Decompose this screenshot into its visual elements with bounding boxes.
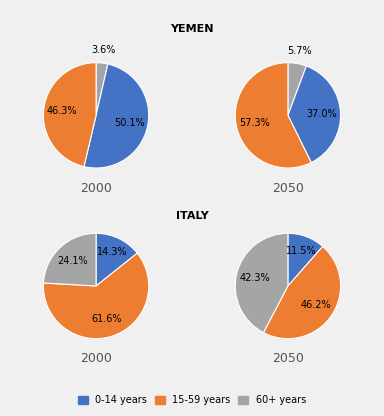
Text: 2050: 2050 xyxy=(272,352,304,365)
Text: 11.5%: 11.5% xyxy=(286,245,317,255)
Wedge shape xyxy=(288,66,341,163)
Text: 46.3%: 46.3% xyxy=(47,106,77,116)
Text: 14.3%: 14.3% xyxy=(97,247,128,257)
Wedge shape xyxy=(43,63,96,166)
Text: 61.6%: 61.6% xyxy=(91,314,122,324)
Text: 24.1%: 24.1% xyxy=(57,256,88,266)
Wedge shape xyxy=(84,64,149,168)
Legend: 0-14 years, 15-59 years, 60+ years: 0-14 years, 15-59 years, 60+ years xyxy=(74,391,310,409)
Wedge shape xyxy=(288,233,323,286)
Wedge shape xyxy=(43,233,96,286)
Wedge shape xyxy=(96,63,108,115)
Text: 42.3%: 42.3% xyxy=(239,273,270,283)
Text: 2050: 2050 xyxy=(272,181,304,195)
Wedge shape xyxy=(288,63,306,115)
Text: 50.1%: 50.1% xyxy=(114,118,145,128)
Text: 2000: 2000 xyxy=(80,181,112,195)
Wedge shape xyxy=(43,253,149,339)
Text: 57.3%: 57.3% xyxy=(239,118,270,128)
Text: YEMEN: YEMEN xyxy=(170,24,214,34)
Wedge shape xyxy=(263,246,341,339)
Wedge shape xyxy=(235,63,311,168)
Wedge shape xyxy=(235,233,288,333)
Text: 46.2%: 46.2% xyxy=(301,300,331,310)
Wedge shape xyxy=(96,233,137,286)
Text: 37.0%: 37.0% xyxy=(307,109,338,119)
Text: 3.6%: 3.6% xyxy=(91,45,116,55)
Text: ITALY: ITALY xyxy=(175,211,209,221)
Text: 2000: 2000 xyxy=(80,352,112,365)
Text: 5.7%: 5.7% xyxy=(287,46,312,56)
